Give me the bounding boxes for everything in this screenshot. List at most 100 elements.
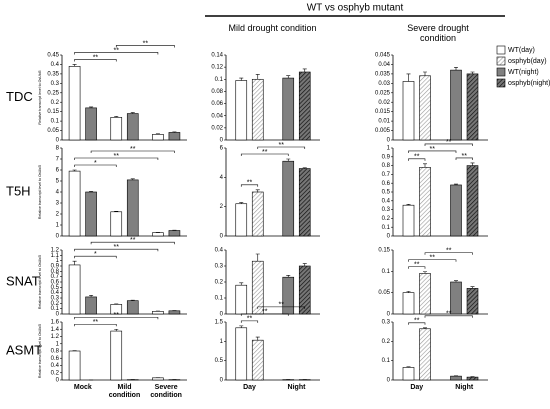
y-tick-label: 8 bbox=[56, 146, 60, 152]
bar bbox=[110, 117, 123, 141]
y-tick-label: 1.2 bbox=[51, 248, 60, 254]
y-tick-label: 0.05 bbox=[378, 290, 390, 296]
y-tick-label: 0.3 bbox=[215, 264, 224, 270]
bar bbox=[68, 264, 81, 315]
y-tick-label: 0.8 bbox=[51, 269, 60, 275]
y-tick-label: 0.35 bbox=[47, 71, 59, 77]
bar bbox=[298, 168, 311, 237]
y-tick-label: 0.5 bbox=[215, 358, 224, 364]
y-tick-label: 0.1 bbox=[382, 225, 391, 231]
y-tick-label: 0.45 bbox=[47, 53, 59, 59]
y-tick-label: 0.4 bbox=[51, 363, 60, 369]
y-tick-label: 1.2 bbox=[51, 334, 60, 340]
significance-label: ** bbox=[262, 149, 268, 156]
significance-label: ** bbox=[247, 316, 253, 323]
y-tick-label: 0.2 bbox=[382, 339, 391, 345]
y-tick-label: 0.15 bbox=[378, 248, 390, 254]
significance-label: ** bbox=[279, 142, 285, 149]
gene-label: SNAT bbox=[6, 273, 40, 288]
significance-bracket bbox=[408, 266, 426, 269]
bar bbox=[419, 273, 431, 315]
error-bar bbox=[89, 191, 94, 192]
significance-label: ** bbox=[114, 244, 120, 251]
gene-label: TDC bbox=[6, 89, 33, 104]
significance-label: * bbox=[94, 160, 97, 167]
y-tick-label: 0.1 bbox=[215, 296, 224, 302]
error-bar bbox=[130, 178, 135, 180]
significance-bracket bbox=[74, 52, 159, 55]
error-bar bbox=[286, 158, 291, 162]
header-title: WT vs osphyb mutant bbox=[307, 3, 404, 14]
significance-bracket bbox=[424, 252, 473, 255]
y-tick-label: 0.005 bbox=[375, 128, 391, 134]
y-tick-label: 0.4 bbox=[215, 248, 224, 254]
y-tick-label: 0.7 bbox=[382, 172, 391, 178]
error-bar bbox=[302, 263, 307, 266]
error-bar bbox=[239, 325, 244, 328]
error-bar bbox=[286, 274, 291, 278]
y-tick-label: 0.2 bbox=[51, 301, 60, 307]
error-bar bbox=[255, 336, 260, 341]
y-tick-label: 0.2 bbox=[51, 370, 60, 376]
error-bar bbox=[89, 295, 94, 297]
significance-bracket bbox=[240, 320, 259, 323]
error-bar bbox=[454, 183, 458, 185]
legend-swatch bbox=[496, 78, 506, 88]
error-bar bbox=[72, 260, 77, 265]
y-tick-label: 0.08 bbox=[211, 89, 223, 95]
error-bar bbox=[406, 73, 411, 82]
y-tick-label: 0.2 bbox=[51, 100, 60, 106]
y-tick-label: 1 bbox=[56, 223, 60, 229]
significance-bracket bbox=[408, 158, 426, 161]
y-tick-label: 0 bbox=[387, 312, 391, 318]
error-bar bbox=[423, 163, 427, 168]
bar bbox=[466, 288, 479, 315]
legend-label: WT(night) bbox=[508, 69, 539, 76]
bar bbox=[235, 284, 248, 315]
y-tick-label: 0 bbox=[56, 312, 60, 318]
significance-label: ** bbox=[130, 237, 136, 244]
y-tick-label: 0.04 bbox=[378, 62, 390, 68]
bar bbox=[110, 330, 123, 381]
bar bbox=[85, 296, 97, 315]
significance-label: ** bbox=[414, 318, 420, 325]
bar bbox=[298, 71, 311, 141]
y-tick-label: 0.025 bbox=[375, 90, 391, 96]
bar bbox=[251, 78, 264, 141]
y-tick-label: 1 bbox=[56, 341, 60, 347]
y-tick-label: 2 bbox=[220, 204, 224, 210]
error-bar bbox=[130, 299, 135, 301]
y-tick-label: 0 bbox=[56, 138, 60, 144]
significance-bracket bbox=[257, 146, 306, 149]
y-tick-label: 0.3 bbox=[51, 81, 60, 87]
error-bar bbox=[470, 286, 475, 289]
y-tick-label: 1.4 bbox=[51, 327, 60, 333]
x-tick-label: Day bbox=[410, 384, 424, 391]
error-bar bbox=[470, 162, 475, 166]
significance-bracket bbox=[240, 184, 259, 187]
error-bar bbox=[114, 303, 119, 305]
bar bbox=[168, 132, 181, 141]
error-bar bbox=[155, 133, 160, 135]
bar bbox=[251, 191, 264, 237]
y-tick-label: 0 bbox=[220, 312, 224, 318]
y-tick-label: 0.4 bbox=[51, 290, 60, 296]
significance-bracket bbox=[408, 150, 457, 153]
y-tick-label: 1.5 bbox=[215, 320, 224, 326]
error-bar bbox=[454, 280, 458, 282]
error-bar bbox=[114, 210, 119, 212]
x-tick-label: Mild condition bbox=[108, 384, 141, 399]
significance-bracket bbox=[424, 143, 473, 146]
y-tick-label: 0 bbox=[387, 138, 391, 144]
y-tick-label: 2 bbox=[56, 212, 60, 218]
y-tick-label: 0.1 bbox=[51, 119, 60, 125]
bar bbox=[110, 211, 123, 237]
error-bar bbox=[423, 71, 427, 76]
bar bbox=[126, 300, 139, 315]
significance-bracket bbox=[115, 45, 175, 48]
bar bbox=[68, 66, 81, 141]
y-tick-label: 0.3 bbox=[382, 320, 391, 326]
legend-swatch bbox=[496, 67, 506, 77]
